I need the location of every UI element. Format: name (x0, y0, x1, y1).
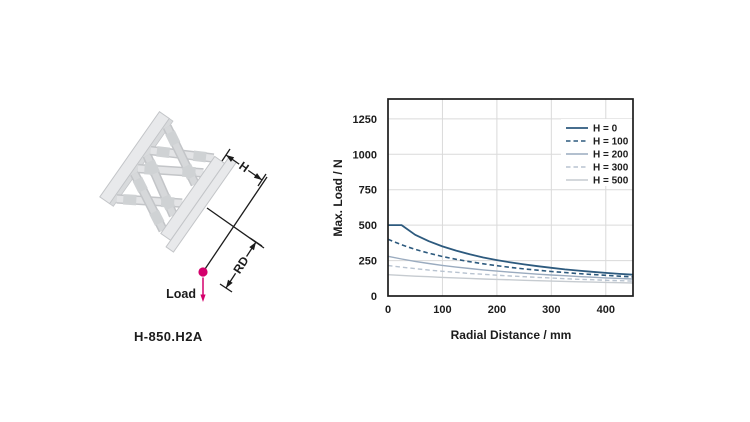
hexapod-body (99, 110, 238, 253)
y-tick-label-0: 0 (371, 291, 377, 303)
rd-dim-label: RD (230, 254, 251, 276)
x-axis-title: Radial Distance / mm (451, 328, 572, 342)
chart-series (387, 224, 634, 284)
strut-joint (181, 163, 197, 180)
rd-arrow-end (226, 279, 233, 288)
strut-joint (144, 159, 160, 176)
h-arrow-end (253, 173, 262, 180)
series-line-H=500 (387, 274, 634, 284)
y-tick-label-1250: 1250 (353, 114, 377, 126)
x-tick-label-400: 400 (597, 304, 615, 316)
hexapod-base-edge (109, 117, 174, 207)
h-arrow-start (226, 155, 235, 162)
legend-label: H = 500 (593, 176, 629, 187)
x-tick-label-0: 0 (385, 304, 391, 316)
hexapod-struts (116, 124, 215, 233)
model-label: H-850.H2A (134, 329, 203, 344)
rd-arrow-start (249, 242, 256, 251)
legend-label: H = 0 (593, 124, 618, 135)
series-line-H=0 (388, 224, 634, 276)
x-tick-label-100: 100 (433, 304, 451, 316)
load-point-dot (198, 267, 208, 277)
hexapod-diagram: H RD Load H-850.H2A (99, 110, 268, 344)
strut-joint (149, 209, 165, 226)
strut-joint (156, 146, 171, 159)
rd-dimension: RD (219, 237, 263, 293)
h-dim-label: H (236, 159, 251, 175)
plot-frame (387, 98, 634, 297)
y-tick-label-500: 500 (359, 220, 377, 232)
load-chart: H = 0 H = 100 H = 200 H = 300 H = 500 0 100 20… (331, 98, 634, 342)
legend-item-H=100: H = 100 (566, 137, 629, 148)
legend-item-H=0: H = 0 (566, 124, 618, 135)
legend-label: H = 100 (593, 137, 629, 148)
strut-joint (165, 130, 181, 147)
y-tick-label-1000: 1000 (353, 149, 377, 161)
legend-item-H=500: H = 500 (566, 176, 629, 187)
radial-line (202, 176, 268, 273)
y-tick-label-250: 250 (359, 256, 377, 268)
series-line-H=200 (387, 255, 634, 280)
legend-label: H = 200 (593, 150, 629, 161)
y-tick-label-750: 750 (359, 185, 377, 197)
series-line-H=300 (387, 264, 634, 282)
strut-joint (122, 194, 137, 206)
chart-tick-labels: 0 100 200 300 400 0 250 500 750 1000 1250 (353, 114, 615, 316)
h-dim-tick-start (221, 148, 231, 162)
load-arrow-head (200, 294, 206, 302)
x-tick-label-300: 300 (542, 304, 560, 316)
x-tick-label-200: 200 (488, 304, 506, 316)
legend-item-H=300: H = 300 (566, 163, 629, 174)
legend-item-H=200: H = 200 (566, 150, 629, 161)
legend-background (561, 119, 632, 186)
chart-legend: H = 0 H = 100 H = 200 H = 300 H = 500 (566, 124, 629, 187)
rd-dim-line (225, 241, 257, 289)
legend-label: H = 300 (593, 163, 629, 174)
strut-joint (192, 150, 207, 163)
y-axis-title: Max. Load / N (331, 159, 345, 236)
strut-joint (132, 176, 148, 193)
load-label: Load (166, 287, 196, 301)
strut-joint (160, 194, 176, 211)
